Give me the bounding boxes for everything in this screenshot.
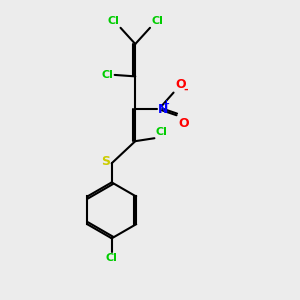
Text: Cl: Cl — [101, 70, 113, 80]
Text: Cl: Cl — [107, 16, 119, 26]
Text: Cl: Cl — [106, 253, 118, 263]
Text: O: O — [178, 117, 189, 130]
Text: +: + — [162, 99, 169, 108]
Text: Cl: Cl — [156, 127, 168, 137]
Text: O: O — [175, 78, 186, 91]
Text: N: N — [158, 103, 168, 116]
Text: -: - — [184, 85, 188, 94]
Text: S: S — [101, 155, 110, 168]
Text: Cl: Cl — [152, 16, 163, 26]
